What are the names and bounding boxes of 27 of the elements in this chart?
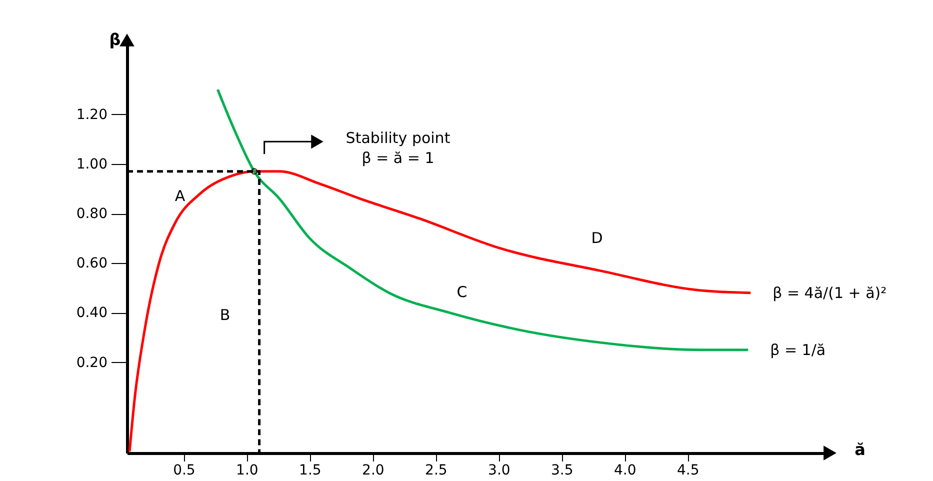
y-tick-label: 0.40	[76, 305, 108, 322]
series-label: β = 1/ă	[770, 340, 826, 359]
x-tick-label: 2.5	[425, 462, 448, 478]
annotation: B	[220, 306, 230, 324]
line-series	[128, 170, 752, 453]
annotation: A	[174, 187, 186, 205]
x-tick-label: 1.0	[236, 462, 258, 478]
y-tick-label: 0.20	[76, 354, 108, 371]
x-tick-label: 0.5	[173, 462, 196, 478]
annotation: D	[591, 229, 603, 247]
x-tick-label: 3.0	[488, 462, 510, 478]
line-series	[216, 88, 750, 352]
x-tick-label: 3.5	[551, 462, 574, 478]
y-axis-title: β	[109, 30, 121, 49]
y-tick-label: 1.00	[76, 156, 108, 172]
annotation: C	[456, 283, 468, 301]
x-tick-label: 4.5	[677, 462, 700, 478]
x-tick-label: 2.0	[362, 462, 384, 478]
series-label: β = 4ă/(1 + ă)²	[772, 284, 887, 302]
x-axis-title: ă	[854, 440, 866, 459]
x-tick-label: 1.5	[299, 462, 322, 478]
x-tick-label: 4.0	[614, 462, 636, 478]
y-tick-label: 0.80	[76, 206, 108, 222]
y-tick-label: 0.60	[76, 256, 108, 272]
annotation: β = ă = 1	[362, 149, 434, 167]
annotation: Stability point	[346, 129, 450, 147]
y-tick-label: 1.20	[76, 106, 108, 123]
